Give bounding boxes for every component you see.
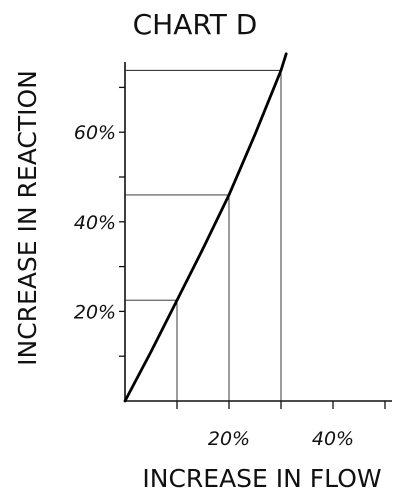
series-line (123, 52, 288, 403)
x-tick-label: 20% (208, 428, 250, 450)
y-tick-label: 20% (74, 301, 116, 323)
chart-title: CHART D (133, 8, 258, 41)
y-tick-label: 60% (74, 122, 116, 144)
x-tick-label: 40% (312, 428, 354, 450)
y-tick-label: 40% (74, 212, 116, 234)
y-axis-label: INCREASE IN REACTION (13, 70, 42, 366)
x-axis-label: INCREASE IN FLOW (142, 464, 381, 493)
